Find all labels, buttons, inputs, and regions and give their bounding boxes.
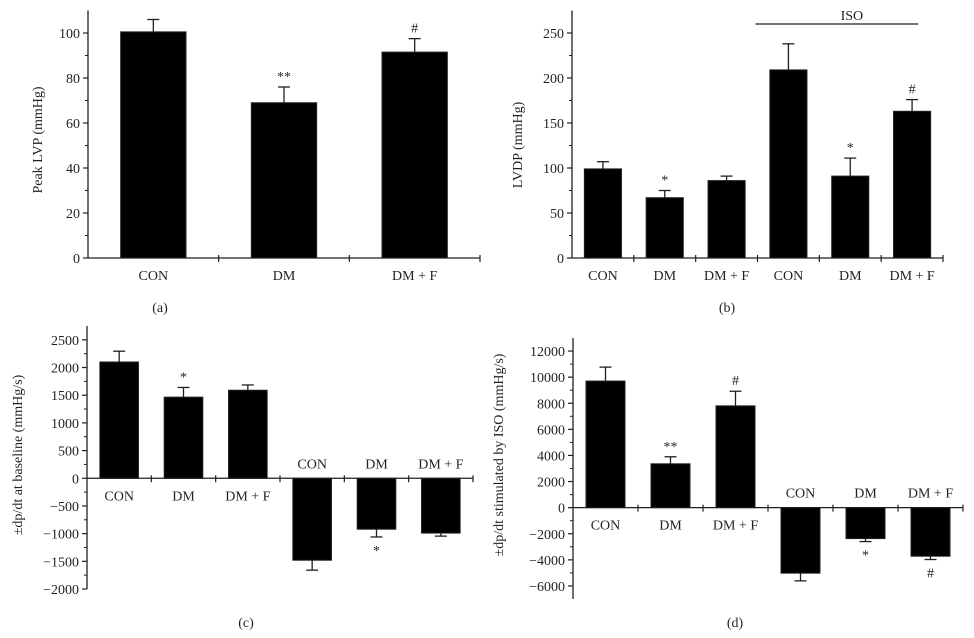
- category-label: CON: [774, 269, 804, 284]
- y-tick-label: 40: [66, 162, 80, 177]
- significance-marker: *: [862, 549, 869, 564]
- y-tick-label: 2500: [51, 334, 79, 349]
- y-tick-label: −1000: [43, 528, 79, 543]
- category-label: DM: [172, 489, 195, 504]
- bar: [645, 197, 684, 259]
- bar: [715, 405, 756, 509]
- y-tick-label: 0: [557, 252, 564, 267]
- y-tick-label: 80: [66, 72, 80, 87]
- bar: [831, 175, 870, 259]
- y-tick-label: 0: [558, 502, 565, 517]
- iso-group-label: ISO: [841, 9, 864, 24]
- category-label: CON: [588, 269, 618, 284]
- y-axis-title: ±dp/dt at baseline (mmHg/s): [11, 374, 26, 535]
- category-label: DM: [365, 457, 388, 472]
- y-tick-label: 1000: [51, 417, 79, 432]
- y-tick-label: 8000: [537, 397, 565, 412]
- panel-b: 0 50 100 150 200 250 CON * DM DM + F CON * DM # DM + F…: [511, 9, 944, 316]
- panel-label: (a): [152, 301, 168, 316]
- y-axis-title: Peak LVP (mmHg): [31, 86, 46, 193]
- bar: [99, 361, 139, 479]
- category-label: CON: [591, 519, 621, 534]
- category-label: CON: [786, 487, 816, 502]
- bar: [228, 389, 268, 479]
- y-tick-label: 2000: [537, 476, 565, 491]
- bar: [381, 51, 448, 259]
- bar: [707, 180, 746, 259]
- y-tick-label: −500: [50, 500, 79, 515]
- panel-a: 0 20 40 60 80 100 CON ** DM # DM + F Peak LVP (mmHg…: [31, 10, 481, 316]
- category-label: DM: [659, 519, 682, 534]
- y-tick-label: −6000: [529, 580, 565, 595]
- significance-marker: **: [664, 440, 678, 455]
- y-tick-label: 4000: [537, 449, 565, 464]
- category-label: DM + F: [392, 269, 437, 284]
- bar: [650, 463, 691, 509]
- y-axis-title: ±dp/dt stimulated by ISO (mmHg/s): [492, 353, 507, 556]
- y-tick-label: −1500: [43, 555, 79, 570]
- category-label: CON: [139, 269, 169, 284]
- significance-marker: #: [732, 374, 739, 389]
- significance-marker: #: [909, 83, 916, 98]
- y-tick-label: −4000: [529, 554, 565, 569]
- y-tick-label: 0: [73, 252, 80, 267]
- bar: [163, 396, 204, 479]
- category-label: CON: [297, 457, 327, 472]
- significance-marker: *: [180, 370, 187, 385]
- y-tick-label: 1500: [51, 389, 79, 404]
- panel-label: (b): [719, 301, 736, 316]
- panel-label: (d): [727, 616, 744, 631]
- y-tick-label: −2000: [529, 528, 565, 543]
- y-axis-title: LVDP (mmHg): [511, 101, 526, 188]
- bar: [893, 110, 932, 259]
- bar: [845, 507, 886, 540]
- y-tick-label: 200: [543, 72, 564, 87]
- category-label: DM + F: [225, 489, 270, 504]
- y-tick-label: 12000: [530, 345, 565, 360]
- significance-marker: *: [847, 141, 854, 156]
- panel-c: −2000 −1500 −1000 −500 0 500 1000 1500 2000 2500 C…: [11, 326, 474, 631]
- bar: [910, 507, 951, 557]
- significance-marker: **: [277, 70, 291, 85]
- category-label: DM + F: [889, 269, 934, 284]
- y-tick-label: 20: [66, 207, 80, 222]
- bar: [769, 69, 808, 259]
- panel-d: −6000 −4000 −2000 0 2000 4000 6000 8000 10000 120…: [492, 338, 964, 631]
- bar: [780, 507, 821, 574]
- significance-marker: *: [661, 174, 668, 189]
- y-tick-label: 0: [72, 472, 79, 487]
- y-tick-label: 250: [543, 27, 564, 42]
- y-tick-label: 50: [550, 207, 564, 222]
- significance-marker: #: [927, 567, 934, 582]
- panel-label: (c): [238, 616, 254, 631]
- y-tick-label: 10000: [530, 371, 565, 386]
- category-label: DM + F: [908, 487, 953, 502]
- y-tick-label: 500: [58, 445, 79, 460]
- category-label: DM: [839, 269, 862, 284]
- bar: [421, 477, 461, 534]
- bar: [583, 168, 622, 259]
- y-tick-label: 150: [543, 117, 564, 132]
- significance-marker: #: [411, 22, 418, 37]
- bar: [120, 31, 187, 259]
- y-tick-label: −2000: [43, 583, 79, 598]
- bar: [356, 477, 397, 530]
- category-label: DM + F: [704, 269, 749, 284]
- y-tick-label: 2000: [51, 362, 79, 377]
- bar: [250, 102, 318, 259]
- category-label: DM + F: [418, 457, 463, 472]
- bar: [585, 380, 626, 509]
- category-label: DM: [273, 269, 296, 284]
- category-label: DM: [854, 487, 877, 502]
- y-tick-label: 100: [543, 162, 564, 177]
- category-label: DM + F: [713, 519, 758, 534]
- y-tick-label: 100: [59, 27, 80, 42]
- category-label: DM: [653, 269, 676, 284]
- y-tick-label: 6000: [537, 423, 565, 438]
- bar: [292, 477, 332, 561]
- category-label: CON: [104, 489, 134, 504]
- significance-marker: *: [373, 544, 380, 559]
- y-tick-label: 60: [66, 117, 80, 132]
